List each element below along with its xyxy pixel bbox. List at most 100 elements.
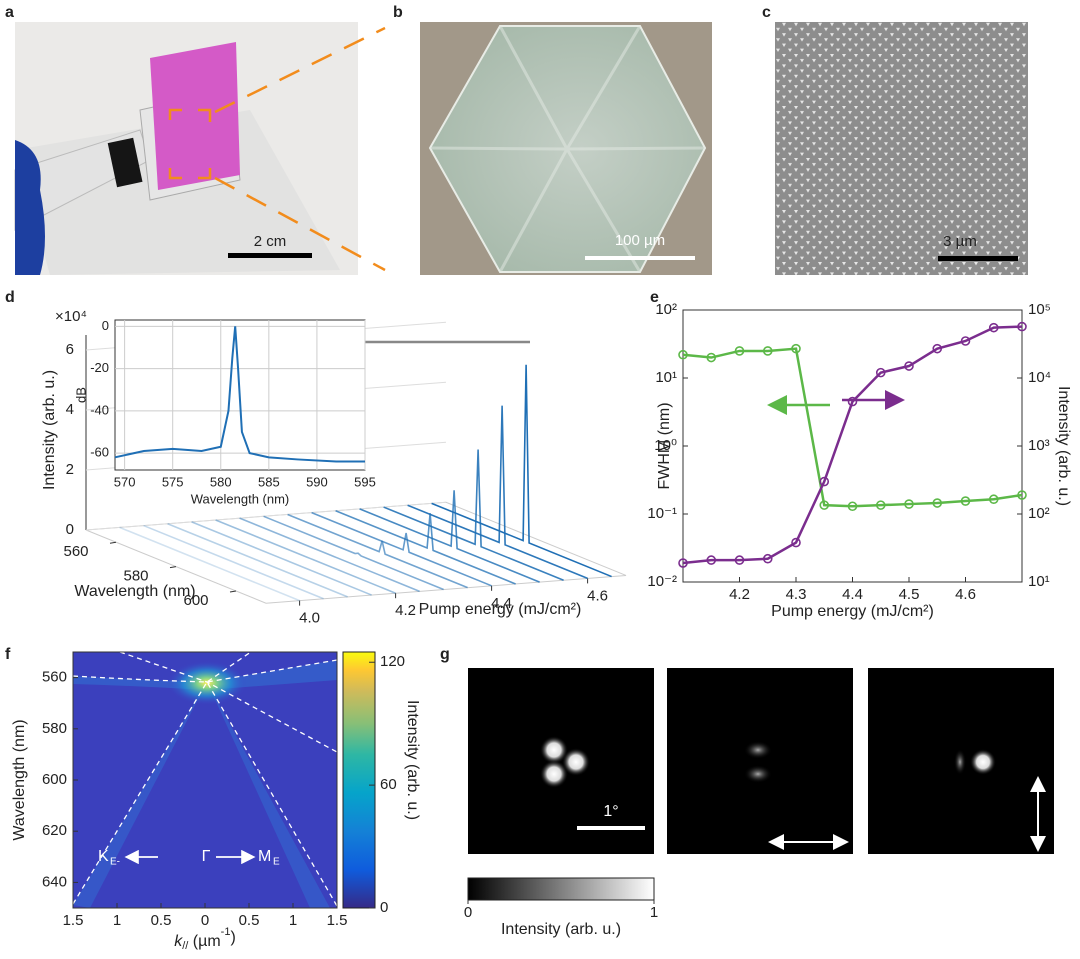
x-tick-label: 1.5 bbox=[63, 912, 84, 929]
x-axis-label: Pump energy (mJ/cm²) bbox=[419, 601, 582, 618]
panel-label: d bbox=[5, 289, 15, 306]
spectrum bbox=[119, 526, 300, 602]
colorbar-tick-label: 0 bbox=[380, 899, 388, 916]
tick bbox=[109, 541, 117, 544]
y2-tick-label: 10⁵ bbox=[1028, 301, 1051, 318]
panel-label: g bbox=[440, 646, 450, 663]
marker bbox=[791, 537, 801, 548]
marker bbox=[875, 500, 886, 510]
zoom-lines bbox=[214, 26, 386, 272]
x-axis-label-part: ) bbox=[230, 929, 235, 946]
marker bbox=[819, 500, 830, 510]
marker bbox=[734, 555, 745, 565]
y-tick-label: 2 bbox=[66, 461, 74, 478]
marker bbox=[678, 558, 688, 568]
panel-label: b bbox=[393, 4, 403, 21]
y-tick-label: 10⁰ bbox=[654, 437, 677, 454]
scale-label: 100 µm bbox=[615, 232, 665, 249]
marker bbox=[1017, 490, 1027, 500]
spectrum-line bbox=[114, 326, 365, 463]
scale-label: 2 cm bbox=[254, 233, 287, 250]
x-tick-label: 580 bbox=[210, 474, 232, 489]
tick bbox=[169, 566, 177, 569]
tick bbox=[229, 590, 237, 593]
panel-label: a bbox=[5, 4, 14, 21]
x-tick-label: 4.2 bbox=[395, 602, 416, 619]
x-tick-label: 1 bbox=[289, 912, 297, 929]
colorbar-tick-label: 0 bbox=[464, 904, 472, 921]
x-tick-label: 4.4 bbox=[842, 586, 863, 603]
x-tick-label: 4.5 bbox=[899, 586, 920, 603]
scale-label: 1° bbox=[603, 803, 618, 820]
w-tick-label: 560 bbox=[63, 543, 88, 560]
spectrum bbox=[359, 490, 540, 583]
marker bbox=[762, 553, 773, 564]
w-tick-label: 580 bbox=[123, 568, 148, 585]
spectrum bbox=[383, 449, 564, 582]
y-tick-label: 10⁻² bbox=[647, 573, 677, 590]
x-tick-label: 575 bbox=[162, 474, 184, 489]
y-axis-label: dB bbox=[73, 387, 88, 403]
x-axis-label-part: k bbox=[174, 933, 183, 950]
x-axis-label-part: (µm bbox=[188, 933, 220, 950]
marker bbox=[819, 476, 830, 487]
photo-a bbox=[14, 22, 358, 275]
colorbar-label: Intensity (arb. u.) bbox=[404, 700, 421, 820]
marker bbox=[932, 343, 943, 354]
y-tick-label: -20 bbox=[90, 360, 109, 375]
y2-axis-label: Intensity (arb. u.) bbox=[1055, 386, 1072, 506]
x-axis-label: Pump energy (mJ/cm²) bbox=[771, 603, 934, 620]
colorbar bbox=[467, 877, 655, 901]
marker bbox=[678, 349, 688, 360]
y-tick-label: 0 bbox=[102, 318, 109, 333]
spectrum bbox=[407, 405, 588, 580]
marker bbox=[706, 352, 717, 363]
x-tick-label: 1 bbox=[113, 912, 121, 929]
x-axis-label: Wavelength (nm) bbox=[191, 491, 290, 506]
y-tick-label: -60 bbox=[90, 445, 109, 460]
marker bbox=[734, 346, 745, 356]
x-tick-label: 0 bbox=[201, 912, 209, 929]
marker bbox=[960, 496, 971, 506]
annotation: M bbox=[258, 848, 271, 865]
annotation: Γ bbox=[202, 848, 211, 865]
y-tick-label: 10⁻¹ bbox=[647, 505, 677, 522]
y-tick-label: 640 bbox=[42, 873, 67, 890]
y-tick-label: -40 bbox=[90, 402, 109, 417]
y-axis-label: FWHM (nm) bbox=[656, 402, 673, 489]
marker bbox=[875, 367, 886, 378]
axis-multiplier: ×10⁴ bbox=[55, 308, 87, 325]
scale-label: 3 µm bbox=[943, 233, 977, 250]
x-axis-label: k// (µm-1) bbox=[174, 926, 236, 952]
colorbar-tick-label: 1 bbox=[650, 904, 658, 921]
marker bbox=[762, 346, 773, 356]
colorbar-tick-label: 120 bbox=[380, 653, 405, 670]
marker bbox=[847, 396, 858, 407]
marker bbox=[1017, 321, 1027, 332]
spectrum bbox=[263, 515, 444, 591]
marker bbox=[706, 555, 717, 565]
spectrum bbox=[287, 513, 468, 589]
spectrum bbox=[311, 511, 492, 587]
y-tick-label: 10² bbox=[655, 301, 677, 318]
y-tick-label: 6 bbox=[66, 341, 74, 358]
marker bbox=[904, 361, 914, 371]
y-tick-label: 600 bbox=[42, 771, 67, 788]
spectrum bbox=[143, 524, 324, 600]
y-tick-label: 580 bbox=[42, 720, 67, 737]
y-tick-label: 10¹ bbox=[655, 369, 677, 386]
series-line bbox=[682, 347, 1023, 508]
w-tick-label: 600 bbox=[183, 592, 208, 609]
marker bbox=[904, 499, 914, 509]
heatmap-image bbox=[72, 592, 338, 908]
marker bbox=[988, 494, 999, 505]
annotation: E bbox=[273, 857, 280, 868]
panel-label: f bbox=[5, 646, 11, 663]
colorbar bbox=[342, 651, 376, 909]
x-tick-label: 4.0 bbox=[299, 610, 320, 627]
grid-line bbox=[85, 501, 447, 531]
x-tick-label: 595 bbox=[354, 474, 376, 489]
y2-tick-label: 10² bbox=[1028, 505, 1050, 522]
x-tick-label: 1.5 bbox=[327, 912, 348, 929]
